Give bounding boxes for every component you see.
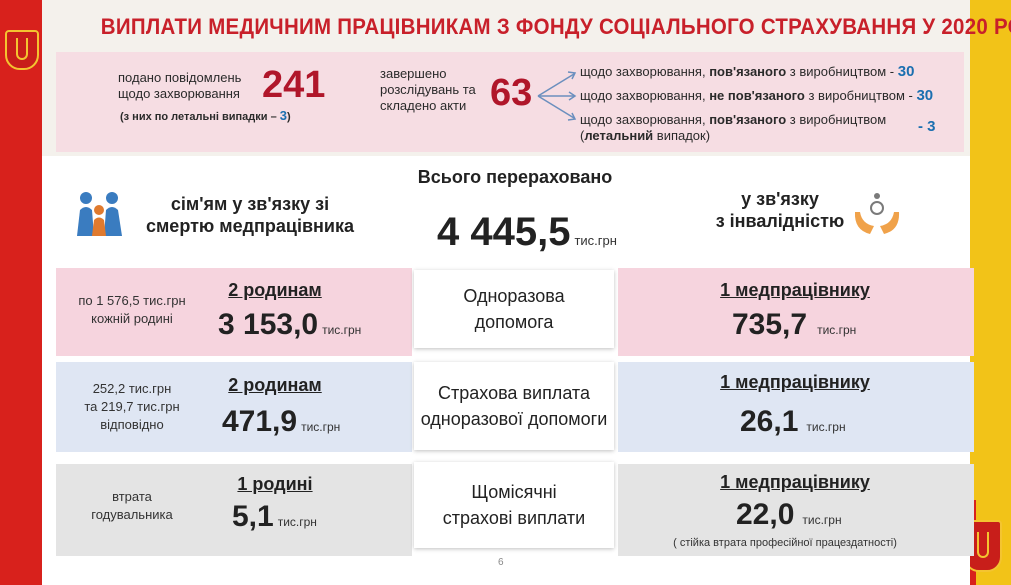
investigations-label: завершено розслідувань та складено акти bbox=[380, 66, 476, 113]
row-left-note: втрата годувальника bbox=[91, 489, 173, 522]
families-heading: сім'ям у зв'язку зі смертю медпрацівника bbox=[145, 194, 354, 236]
reports-count: 241 bbox=[262, 64, 326, 106]
row-left-panel bbox=[56, 464, 412, 556]
row-left-note: по 1 576,5 тис.грн кожній родині bbox=[78, 293, 186, 326]
row-left-panel bbox=[56, 268, 412, 356]
page-number: 6 bbox=[498, 557, 504, 568]
investigation-item: щодо захворювання, пов'язаного з виробни… bbox=[580, 112, 887, 143]
payment-type-box: Страхова виплата одноразової допомоги bbox=[414, 362, 614, 450]
disability-hands-icon bbox=[854, 193, 900, 234]
row-left-recipients: 1 родині bbox=[237, 474, 313, 494]
payment-type-box: Одноразова допомога bbox=[414, 270, 614, 348]
row-right-amount: 22,0 тис.грн bbox=[736, 498, 842, 531]
row-right-amount: 26,1 тис.грн bbox=[740, 405, 846, 438]
summary-band bbox=[56, 52, 964, 152]
row-right-recipients: 1 медпрацівнику bbox=[720, 280, 870, 300]
row-left-recipients: 2 родинам bbox=[228, 280, 322, 300]
total-label: Всього перераховано bbox=[417, 167, 613, 187]
right-yellow-band bbox=[970, 0, 1011, 585]
row-right-recipients: 1 медпрацівнику bbox=[720, 472, 870, 492]
row-left-recipients: 2 родинам bbox=[228, 375, 322, 395]
row-left-panel bbox=[56, 362, 412, 452]
left-red-band bbox=[0, 0, 42, 585]
reports-lethal-note: (з них по летальні випадки – 3) bbox=[120, 108, 291, 123]
investigations-count: 63 bbox=[490, 72, 533, 114]
branch-arrows bbox=[537, 71, 577, 121]
row-right-recipients: 1 медпрацівнику bbox=[720, 372, 870, 392]
investigation-item-value: - 3 bbox=[918, 118, 936, 135]
row-right-note: ( стійка втрата професійної працездатнос… bbox=[673, 537, 897, 549]
row-right-panel bbox=[618, 464, 974, 556]
row-left-amount: 3 153,0 тис.грн bbox=[218, 308, 362, 341]
disability-heading: у зв'язку з інвалідністю bbox=[715, 189, 845, 231]
row-left-note: 252,2 тис.грн та 219,7 тис.грн відповідно bbox=[84, 381, 180, 432]
row-left-amount: 5,1 тис.грн bbox=[232, 500, 317, 533]
payment-type-box: Щомісячні страхові виплати bbox=[414, 462, 614, 548]
investigation-item: щодо захворювання, не пов'язаного з виро… bbox=[580, 87, 934, 104]
row-right-amount: 735,7 тис.грн bbox=[732, 308, 857, 341]
row-right-panel bbox=[618, 362, 974, 452]
reports-label: подано повідомлень щодо захворювання bbox=[118, 70, 242, 101]
total-value: 4 445,5 тис.грн bbox=[437, 210, 617, 254]
page-title: ВИПЛАТИ МЕДИЧНИМ ПРАЦІВНИКАМ З ФОНДУ СОЦ… bbox=[100, 14, 1011, 39]
city-crest-icon bbox=[5, 30, 39, 70]
row-left-amount: 471,9 тис.грн bbox=[222, 405, 341, 438]
family-icon bbox=[77, 192, 122, 236]
investigation-item: щодо захворювання, пов'язаного з виробни… bbox=[580, 63, 915, 80]
row-right-panel bbox=[618, 268, 974, 356]
